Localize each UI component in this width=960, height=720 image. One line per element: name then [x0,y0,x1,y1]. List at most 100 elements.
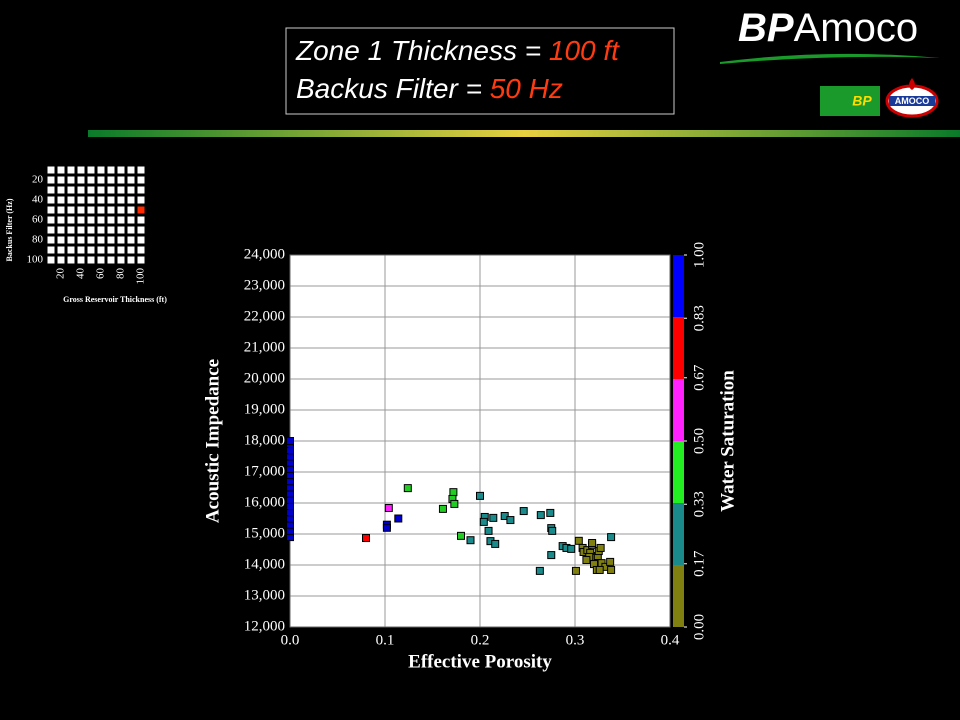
data-point [548,526,557,535]
x-tick-label: 60 [95,268,107,280]
y-tick-label: 24,000 [244,246,285,262]
grid-cell [47,186,55,194]
grid-cell [57,236,65,244]
grid-cell [67,226,75,234]
y-tick-label: 22,000 [244,308,285,324]
title-text: Backus Filter = [296,73,490,104]
data-point [571,566,580,575]
title-line: Backus Filter = 50 Hz [296,73,563,104]
grid-cell [47,246,55,254]
grid-cell [97,196,105,204]
grid-cell [77,206,85,214]
data-point [574,536,583,545]
colorbar-tick-label: 0.50 [691,428,707,454]
grid-cell [87,216,95,224]
logo-swoosh [720,53,940,64]
bp-badge-text: BP [852,93,872,109]
grid-cell [137,196,145,204]
grid-cell [47,166,55,174]
grid-cell [77,236,85,244]
grid-cell [87,186,95,194]
x-tick-label: 100 [135,268,147,285]
y-axis-label: Acoustic Impedance [202,359,223,523]
grid-cell [87,206,95,214]
data-point [582,556,591,565]
y-tick-label: 12,000 [244,618,285,634]
grid-cell [117,166,125,174]
grid-cell [57,226,65,234]
data-point [588,538,597,547]
data-point [546,508,555,517]
grid-cell [127,166,135,174]
grid-cell [97,246,105,254]
colorbar-segment [673,565,684,627]
selected-cell [137,206,145,214]
data-point [403,484,412,493]
amoco-badge-text: AMOCO [895,96,930,106]
grid-cell [127,196,135,204]
y-tick-label: 60 [32,214,44,226]
data-point [596,543,605,552]
data-point [535,566,544,575]
x-axis-label: Effective Porosity [408,651,552,672]
grid-cell [127,186,135,194]
data-point [479,517,488,526]
title-box [285,27,675,115]
y-tick-label: 19,000 [244,401,285,417]
x-tick-label: 20 [55,268,67,280]
grid-cell [127,246,135,254]
colorbar-tick-label: 0.00 [691,614,707,640]
colorbar-tick-label: 0.33 [691,491,707,517]
grid-cell [107,246,115,254]
logo-amoco: Amoco [794,6,919,50]
grid-cell [127,176,135,184]
grid-cell [67,256,75,264]
data-point [466,536,475,545]
amoco-torch [909,78,915,90]
data-point [449,488,458,497]
grid-cell [87,236,95,244]
colorbar-title: Water Saturation [717,370,738,512]
colorbar-tick-label: 0.17 [691,550,707,577]
grid-cell [57,216,65,224]
grid-cell [57,176,65,184]
y-axis-label: Backus Filter (Hz) [5,198,14,261]
grid-cell [87,196,95,204]
title-text: Zone 1 Thickness = [295,35,549,66]
grid-cell [97,226,105,234]
y-tick-label: 15,000 [244,525,285,541]
logo: BPAmoco [738,6,918,50]
data-point [536,511,545,520]
grid-cell [137,226,145,234]
data-point [607,565,616,574]
bp-badge [820,86,880,116]
grid-cell [107,216,115,224]
data-point [457,531,465,540]
grid-cell [127,216,135,224]
grid-cell [77,226,85,234]
grid-cell [107,166,115,174]
grid-cell [127,226,135,234]
grid-cell [77,246,85,254]
grid-cell [87,176,95,184]
grid-cell [117,246,125,254]
y-tick-label: 100 [27,254,44,266]
grid-cell [67,216,75,224]
grid-cell [97,166,105,174]
grid-cell [97,256,105,264]
grid-cell [47,176,55,184]
data-point [476,491,484,500]
grid-cell [107,256,115,264]
grid-cell [107,176,115,184]
grid-cell [117,236,125,244]
colorbar-tick-label: 0.83 [691,305,707,331]
grid-cell [87,256,95,264]
x-tick-label: 0.0 [281,632,300,648]
grid-cell [137,256,145,264]
x-tick-label: 0.4 [661,632,680,648]
data-point [484,526,493,535]
grid-cell [97,186,105,194]
grid-cell [67,196,75,204]
grid-cell [47,196,55,204]
